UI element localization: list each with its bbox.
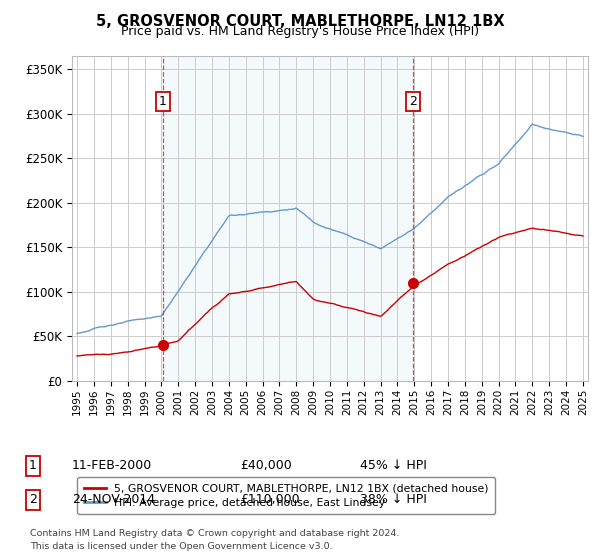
Text: 5, GROSVENOR COURT, MABLETHORPE, LN12 1BX: 5, GROSVENOR COURT, MABLETHORPE, LN12 1B… xyxy=(95,14,505,29)
Text: This data is licensed under the Open Government Licence v3.0.: This data is licensed under the Open Gov… xyxy=(30,542,332,550)
Text: 2: 2 xyxy=(29,493,37,506)
Text: 1: 1 xyxy=(159,95,167,108)
Text: £40,000: £40,000 xyxy=(240,459,292,473)
Text: £110,000: £110,000 xyxy=(240,493,299,506)
Text: Contains HM Land Registry data © Crown copyright and database right 2024.: Contains HM Land Registry data © Crown c… xyxy=(30,529,400,538)
Text: 45% ↓ HPI: 45% ↓ HPI xyxy=(360,459,427,473)
Bar xyxy=(163,56,413,381)
Text: 24-NOV-2014: 24-NOV-2014 xyxy=(72,493,155,506)
Text: 2: 2 xyxy=(409,95,416,108)
Text: 1: 1 xyxy=(29,459,37,473)
Text: Price paid vs. HM Land Registry's House Price Index (HPI): Price paid vs. HM Land Registry's House … xyxy=(121,25,479,38)
Text: 11-FEB-2000: 11-FEB-2000 xyxy=(72,459,152,473)
Text: 38% ↓ HPI: 38% ↓ HPI xyxy=(360,493,427,506)
Legend: 5, GROSVENOR COURT, MABLETHORPE, LN12 1BX (detached house), HPI: Average price, : 5, GROSVENOR COURT, MABLETHORPE, LN12 1B… xyxy=(77,477,495,515)
